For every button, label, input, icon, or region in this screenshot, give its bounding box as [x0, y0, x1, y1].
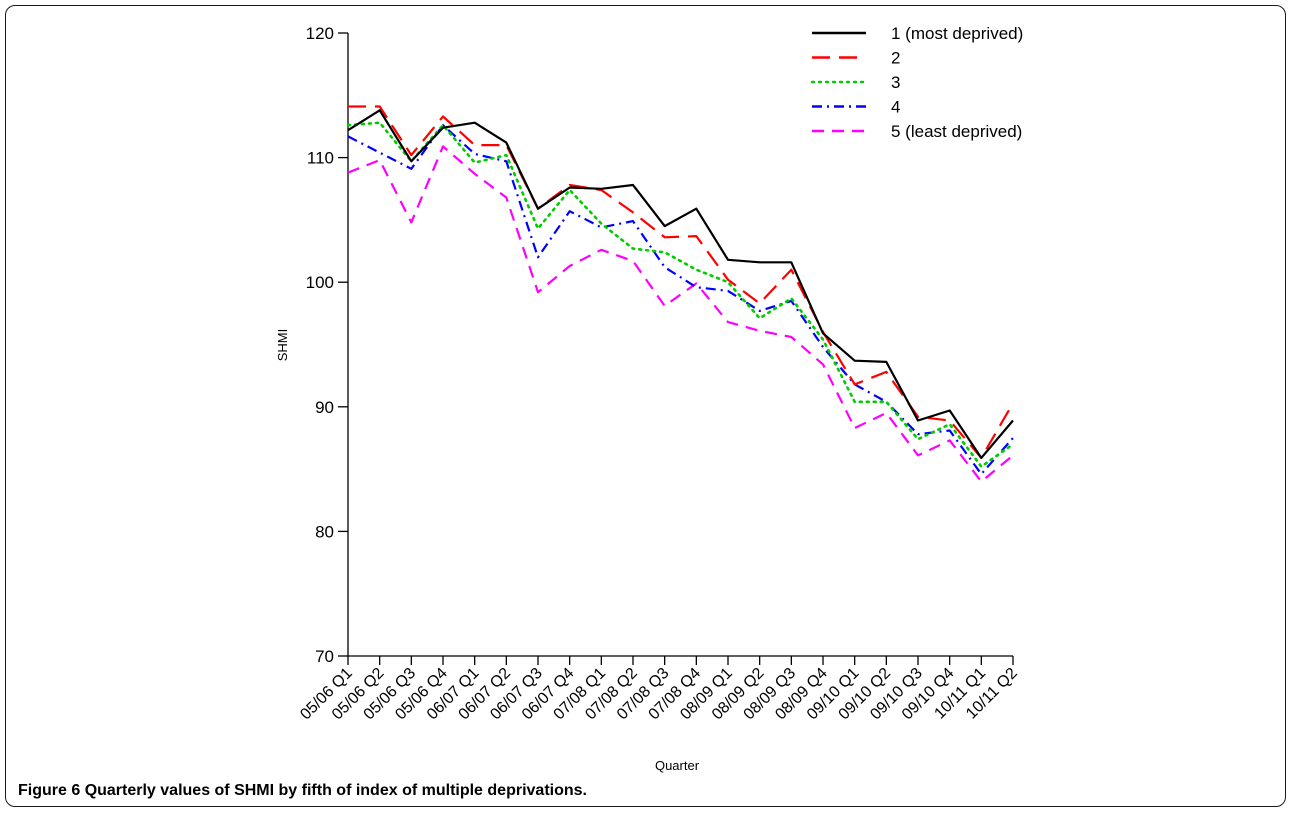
- series-line: [347, 145, 1014, 483]
- y-tick-label: 110: [307, 149, 334, 168]
- legend-label: 3: [891, 73, 900, 92]
- series-line: [346, 121, 1015, 468]
- y-tick-label: 80: [315, 522, 334, 541]
- y-tick-label: 90: [315, 398, 334, 417]
- legend-label: 5 (least deprived): [891, 122, 1022, 141]
- figure-caption-text: Quarterly values of SHMI by fifth of ind…: [84, 782, 587, 799]
- y-tick-label: 120: [306, 24, 334, 43]
- figure-caption: Figure 6 Quarterly values of SHMI by fif…: [18, 782, 587, 800]
- legend-label: 2: [891, 49, 900, 68]
- series-line: [348, 105, 1014, 459]
- y-tick-label: 100: [306, 273, 334, 292]
- legend-label: 1 (most deprived): [891, 24, 1023, 43]
- y-axis-label: SHMI: [275, 329, 290, 362]
- series-line: [347, 109, 1014, 459]
- chart-series-lines: [346, 105, 1015, 483]
- figure-label: Figure 6: [18, 782, 81, 799]
- chart-legend: 1 (most deprived) 2 3 4 5 (least deprived): [810, 24, 1023, 141]
- x-axis-label: Quarter: [655, 758, 700, 773]
- series-line: [347, 124, 1014, 476]
- figure-frame: [5, 5, 1286, 807]
- y-tick-label: 70: [315, 647, 334, 666]
- legend-label: 4: [891, 98, 900, 117]
